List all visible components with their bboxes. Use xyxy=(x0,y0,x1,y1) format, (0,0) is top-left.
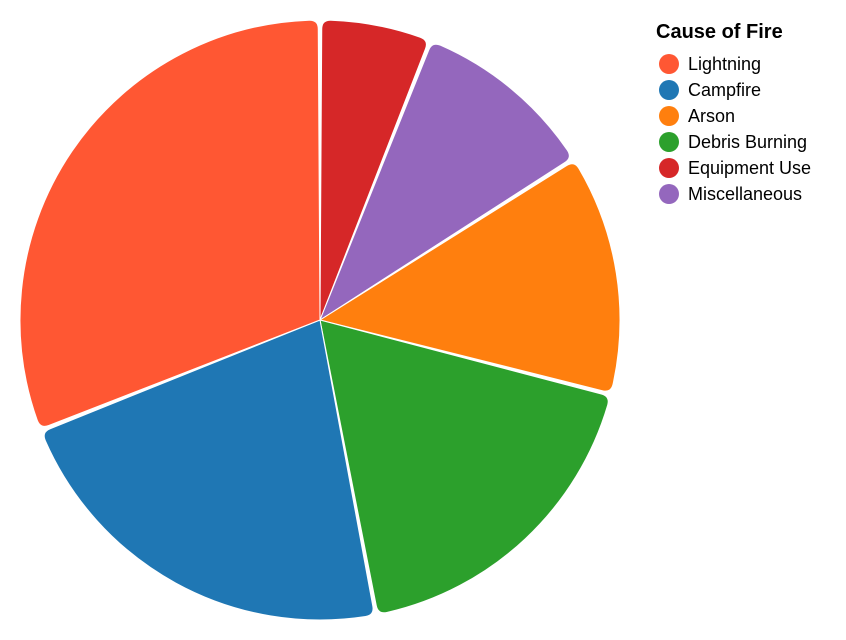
legend-item-lightning: Lightning xyxy=(659,54,761,74)
legend-label: Arson xyxy=(688,106,735,126)
legend: Cause of Fire Lightning Campfire Arson Debr… xyxy=(656,21,811,204)
legend-label: Debris Burning xyxy=(688,132,807,152)
pie-slice-debris-burning xyxy=(319,319,609,614)
legend-swatch xyxy=(659,80,679,100)
legend-item-miscellaneous: Miscellaneous xyxy=(659,184,802,204)
pie-slice-campfire xyxy=(43,319,374,621)
legend-swatch xyxy=(659,54,679,74)
legend-swatch xyxy=(659,106,679,126)
legend-swatch xyxy=(659,184,679,204)
legend-item-arson: Arson xyxy=(659,106,735,126)
pie-slice-lightning xyxy=(19,19,321,427)
legend-label: Equipment Use xyxy=(688,158,811,178)
legend-label: Lightning xyxy=(688,54,761,74)
pie-slice-arson xyxy=(318,163,621,392)
legend-swatch xyxy=(659,132,679,152)
legend-label: Campfire xyxy=(688,80,761,100)
legend-label: Miscellaneous xyxy=(688,184,802,204)
legend-swatch xyxy=(659,158,679,178)
legend-item-equipment-use: Equipment Use xyxy=(659,158,811,178)
pie-slice-miscellaneous xyxy=(318,43,570,322)
legend-item-campfire: Campfire xyxy=(659,80,761,100)
legend-title: Cause of Fire xyxy=(656,21,783,43)
pie-slice-equipment-use xyxy=(319,19,427,321)
legend-item-debris-burning: Debris Burning xyxy=(659,132,807,152)
legend-items: Lightning Campfire Arson Debris Burning Equi… xyxy=(659,54,811,204)
pie-slices xyxy=(19,19,621,621)
